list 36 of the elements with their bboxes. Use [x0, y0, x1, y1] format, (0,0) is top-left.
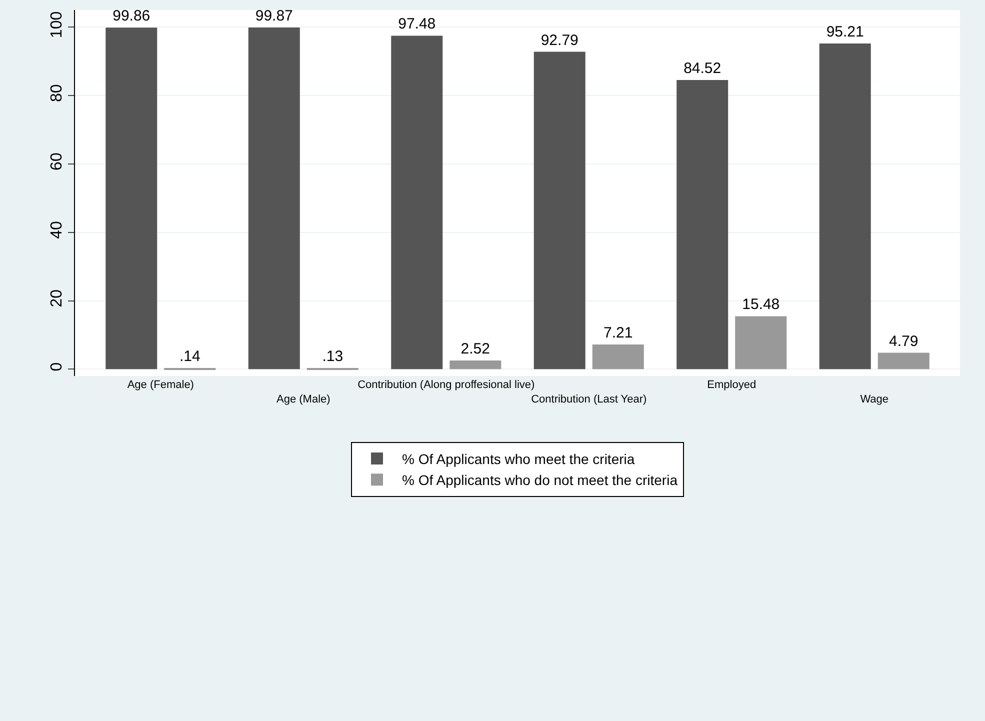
bar	[592, 344, 644, 370]
y-tick-label: 100	[48, 11, 66, 38]
x-tick-label: Wage	[860, 393, 889, 406]
y-tick-label: 0	[48, 362, 66, 372]
data-label: .14	[179, 348, 200, 365]
legend-label: % Of Applicants who do not meet the criteria	[402, 472, 678, 488]
x-tick-label: Employed	[707, 379, 756, 391]
data-label: 7.21	[604, 324, 633, 342]
bar	[819, 43, 871, 370]
data-label: 95.21	[826, 23, 864, 40]
x-tick-label: Contribution (Last Year)	[531, 393, 647, 406]
y-tick-label: 60	[48, 152, 66, 170]
legend-label: % Of Applicants who meet the criteria	[402, 450, 635, 467]
data-label: 15.48	[742, 296, 780, 314]
y-tick-label: 80	[48, 84, 66, 102]
x-tick-label: Age (Male)	[276, 393, 330, 406]
data-label: 99.87	[255, 8, 293, 25]
data-label: 92.79	[540, 32, 578, 49]
data-label: 4.79	[889, 332, 918, 350]
data-label: 99.86	[112, 8, 150, 25]
y-tick-label: 20	[48, 289, 66, 308]
data-label: 2.52	[460, 340, 490, 358]
bar	[248, 28, 300, 370]
data-label: 97.48	[398, 16, 436, 33]
bar	[878, 352, 930, 370]
bar	[676, 80, 728, 370]
x-tick-label: Age (Female)	[127, 379, 194, 391]
bar	[735, 316, 787, 370]
data-label: 84.52	[684, 60, 722, 78]
x-tick-label: Contribution (Along proffesional live)	[358, 379, 535, 391]
y-tick-label: 40	[48, 220, 66, 239]
bar	[106, 28, 158, 370]
bar	[391, 36, 443, 370]
bar	[534, 52, 586, 370]
data-label: .13	[322, 348, 344, 365]
bar	[450, 360, 502, 370]
